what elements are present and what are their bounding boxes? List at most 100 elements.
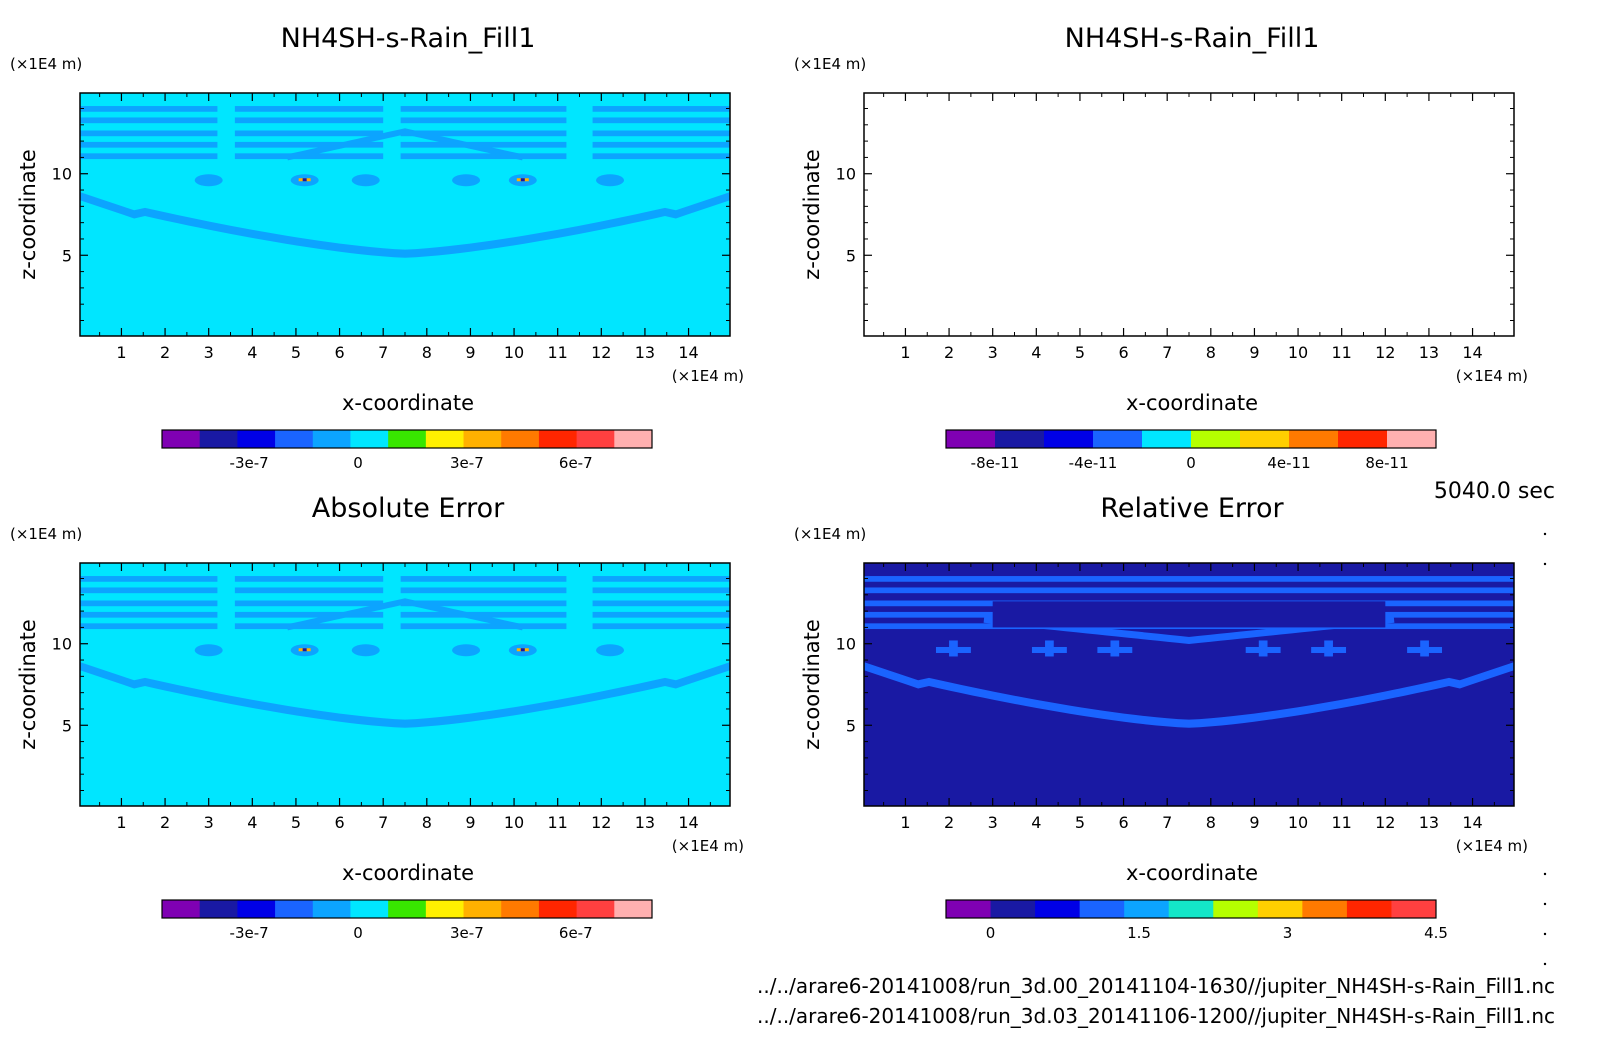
colorbar: 0 1.5 3 4.5 (945, 899, 1448, 942)
upper-band (234, 106, 384, 112)
x-tick-label: 5 (291, 343, 301, 362)
upper-band (80, 611, 218, 618)
colorbar-swatch (1079, 900, 1125, 918)
x-tick-label: 13 (635, 343, 655, 362)
x-tick-label: 7 (378, 813, 388, 832)
x-tick-label: 14 (1462, 813, 1482, 832)
x-tick-label: 12 (591, 343, 611, 362)
y-tick-label: 10 (836, 165, 856, 184)
heatmap-background (864, 563, 1514, 806)
x-unit-label: (×1E4 m) (1456, 837, 1528, 855)
colorbar-frame (945, 899, 1437, 919)
upper-band (80, 576, 218, 582)
x-tick-label: 3 (204, 813, 214, 832)
upper-band (400, 130, 567, 137)
colorbar-swatch (1168, 900, 1214, 918)
inner-arc (286, 598, 524, 631)
cell (452, 644, 481, 657)
x-tick-label: 10 (1288, 813, 1308, 832)
upper-band (234, 141, 384, 148)
highlight-spot (302, 178, 307, 182)
upper-band (234, 153, 384, 160)
colorbar-swatch (1044, 430, 1094, 448)
y-unit-label: (×1E4 m) (10, 525, 82, 543)
colorbar-swatch (1338, 430, 1388, 448)
y-unit-label: (×1E4 m) (794, 525, 866, 543)
colorbar-swatch (388, 430, 427, 448)
colorbar-tick-label: 0 (353, 454, 363, 472)
upper-band (234, 587, 384, 594)
upper-band (400, 623, 567, 630)
inner-gap (992, 601, 1386, 628)
footer-file-1: ../../arare6-20141008/run_3d.00_20141104… (757, 974, 1555, 998)
colorbar-swatch (614, 430, 653, 448)
x-tick-label: 12 (591, 813, 611, 832)
x-unit-label: (×1E4 m) (1456, 367, 1528, 385)
colorbar-tick-label: 0 (1186, 454, 1196, 472)
chart-panel-4: Relative Error(×1E4 m)1 2 3 4 5 6 7 8 9 10 11 12 13 1… (794, 493, 1528, 942)
y-unit-label: (×1E4 m) (10, 55, 82, 73)
upper-band (592, 117, 730, 124)
x-tick-label: 7 (1162, 813, 1172, 832)
cell (452, 174, 481, 187)
x-tick-label: 3 (988, 343, 998, 362)
upper-band (234, 611, 384, 618)
y-axis-label: z-coordinate (800, 619, 824, 750)
chart-panel-3: Absolute Error(×1E4 m)1 2 3 4 5 6 7 8 9 10 11 12 13 1… (10, 493, 744, 942)
colorbar: -3e-7 0 3e-7 6e-7 (161, 429, 653, 472)
colorbar-swatch (995, 430, 1045, 448)
x-tick-label: 14 (678, 813, 698, 832)
colorbar-tick-label: 3e-7 (450, 454, 484, 472)
x-tick-label: 6 (334, 343, 344, 362)
colorbar-swatch (1257, 900, 1303, 918)
x-tick-label: 8 (1206, 813, 1216, 832)
upper-band (400, 600, 567, 607)
colorbar-tick-label: 6e-7 (559, 454, 593, 472)
colorbar-swatch (1093, 430, 1143, 448)
highlight-spot (520, 178, 525, 182)
colorbar-tick-label: 1.5 (1127, 924, 1151, 942)
x-unit-label: (×1E4 m) (672, 837, 744, 855)
upper-band (592, 600, 730, 607)
x-tick-label: 4 (1031, 813, 1041, 832)
colorbar-swatch (576, 430, 615, 448)
cell (1045, 640, 1054, 657)
upper-band (864, 587, 1514, 594)
y-tick-label: 5 (846, 246, 856, 265)
colorbar-swatch (237, 430, 276, 448)
x-tick-label: 2 (160, 343, 170, 362)
colorbar-tick-label: -3e-7 (230, 924, 269, 942)
colorbar-swatch (946, 430, 996, 448)
y-tick-label: 5 (62, 246, 72, 265)
upper-band (592, 576, 730, 582)
x-tick-label: 10 (1288, 343, 1308, 362)
upper-band (592, 611, 730, 618)
colorbar-swatch (1191, 430, 1241, 448)
x-tick-label: 11 (548, 813, 568, 832)
x-tick-label: 9 (465, 813, 475, 832)
x-tick-label: 2 (944, 343, 954, 362)
chart-title: NH4SH-s-Rain_Fill1 (1065, 23, 1320, 54)
y-axis-label: z-coordinate (16, 619, 40, 750)
lens-layer (864, 662, 1514, 728)
colorbar: -3e-7 0 3e-7 6e-7 (161, 899, 653, 942)
x-tick-label: 7 (1162, 343, 1172, 362)
upper-band (234, 576, 384, 582)
colorbar-swatch (425, 900, 465, 918)
x-axis-label: x-coordinate (1126, 391, 1258, 415)
colorbar-tick-label: 4.5 (1424, 924, 1448, 942)
x-tick-label: 2 (160, 813, 170, 832)
heatmap-field (80, 563, 730, 806)
x-tick-label: 8 (422, 343, 432, 362)
cell (1110, 640, 1120, 657)
lens-layer (80, 662, 730, 728)
x-tick-label: 8 (422, 813, 432, 832)
colorbar-swatch (350, 900, 389, 918)
upper-band (400, 106, 567, 112)
y-tick-label: 10 (836, 635, 856, 654)
colorbar-swatch (614, 900, 653, 918)
x-tick-label: 14 (678, 343, 698, 362)
x-tick-label: 13 (1419, 813, 1439, 832)
x-tick-label: 1 (900, 343, 910, 362)
colorbar-tick-label: -8e-11 (971, 454, 1020, 472)
